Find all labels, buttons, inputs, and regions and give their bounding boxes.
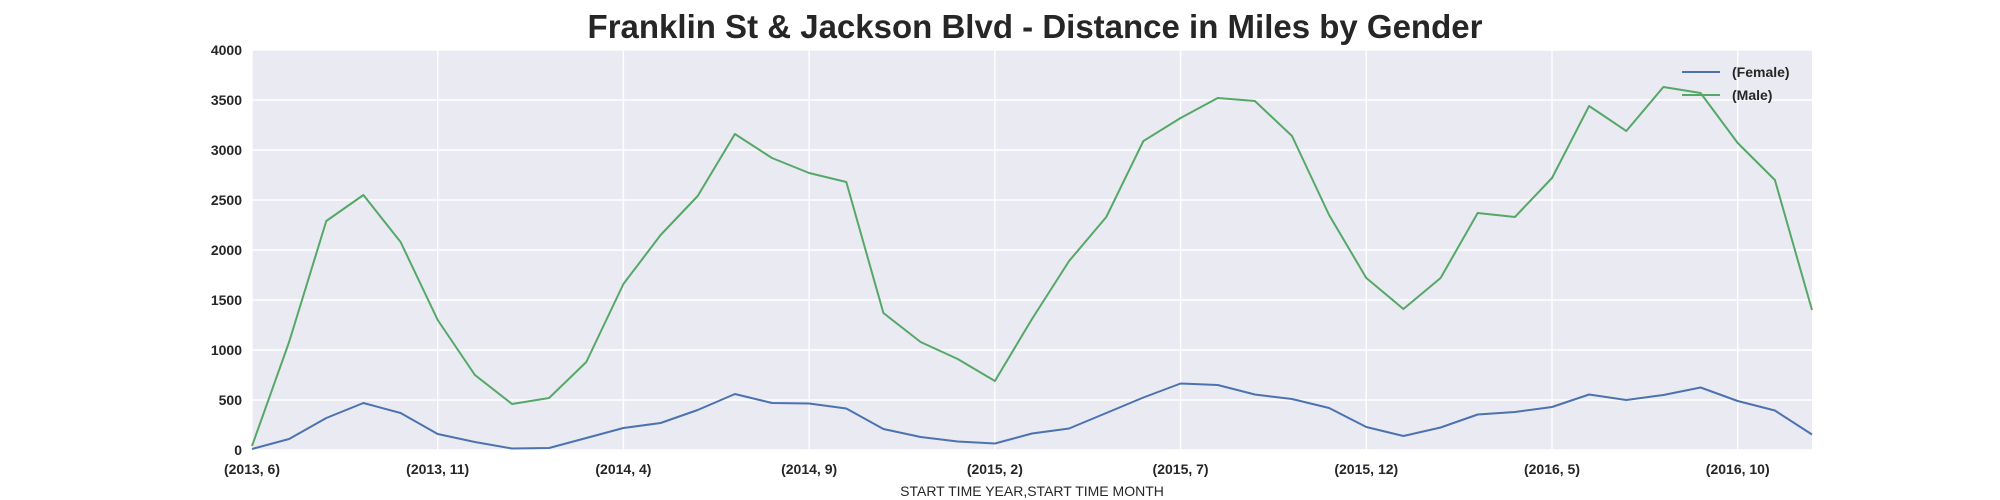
x-tick-label: (2014, 9)	[781, 461, 837, 477]
x-tick-label: (2014, 4)	[595, 461, 651, 477]
x-tick-label: (2013, 6)	[224, 461, 280, 477]
series-lines	[251, 86, 1813, 450]
y-tick-label: 0	[234, 442, 242, 458]
y-tick-label: 3500	[211, 92, 242, 108]
y-tick-label: 500	[219, 392, 243, 408]
y-tick-label: 1500	[211, 292, 242, 308]
y-tick-label: 3000	[211, 142, 242, 158]
x-tick-label: (2013, 11)	[406, 461, 469, 477]
y-tick-label: 2500	[211, 192, 242, 208]
y-tick-label: 2000	[211, 242, 242, 258]
x-tick-label: (2015, 2)	[967, 461, 1023, 477]
y-tick-label: 4000	[211, 42, 242, 58]
x-tick-label: (2016, 5)	[1524, 461, 1580, 477]
legend: (Female) (Male)	[1682, 64, 1790, 103]
x-tick-labels: (2013, 6) (2013, 11) (2014, 4) (2014, 9) (20…	[224, 461, 1770, 477]
x-tick-label: (2015, 7)	[1153, 461, 1209, 477]
y-tick-labels: 0 500 1000 1500 2000 2500 3000 3500 4000	[211, 42, 242, 458]
legend-label: (Male)	[1732, 87, 1772, 103]
x-tick-label: (2015, 12)	[1334, 461, 1398, 477]
grid-lines	[251, 49, 1812, 451]
x-axis-label: START TIME YEAR,START TIME MONTH	[900, 483, 1164, 499]
x-tick-label: (2016, 10)	[1706, 461, 1770, 477]
y-tick-label: 1000	[211, 342, 242, 358]
legend-label: (Female)	[1732, 64, 1790, 80]
chart-title: Franklin St & Jackson Blvd - Distance in…	[587, 8, 1483, 45]
